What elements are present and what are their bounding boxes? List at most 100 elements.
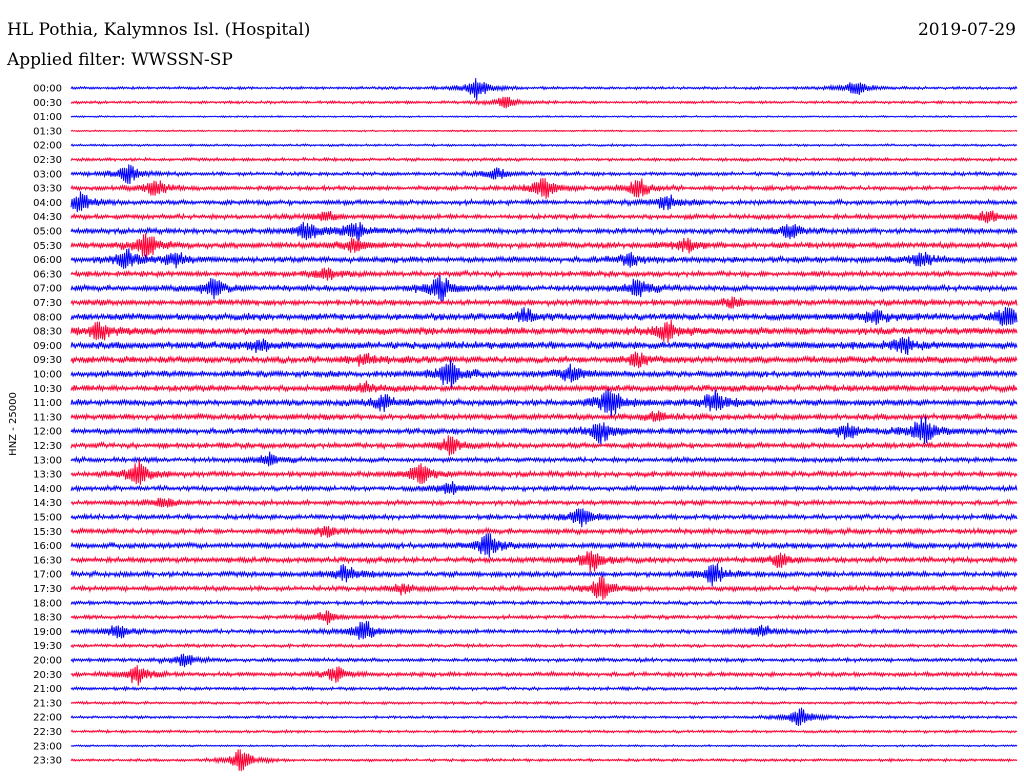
trace-line — [70, 296, 1018, 309]
tick-label: 18:00 — [33, 598, 62, 609]
tick-label: 02:00 — [33, 141, 62, 152]
trace-line — [70, 156, 1018, 163]
tick-label: 17:00 — [33, 570, 62, 581]
tick-label: 15:00 — [33, 513, 62, 524]
tick-label: 11:30 — [33, 412, 62, 423]
tick-label: 05:30 — [33, 241, 62, 252]
trace-line — [70, 319, 1018, 343]
tick-label: 09:30 — [33, 355, 62, 366]
tick-label: 20:30 — [33, 670, 62, 681]
tick-label: 19:30 — [33, 641, 62, 652]
trace-line — [70, 388, 1018, 418]
trace-line — [70, 620, 1018, 640]
trace-line — [70, 451, 1018, 467]
trace-line — [70, 78, 1018, 101]
tick-label: 09:00 — [33, 341, 62, 352]
trace-line — [70, 685, 1018, 692]
trace-line — [70, 164, 1018, 185]
tick-label: 07:00 — [33, 284, 62, 295]
trace-line — [70, 142, 1018, 148]
trace-line — [70, 707, 1018, 727]
trace-line — [70, 728, 1018, 735]
trace-line — [70, 191, 1018, 213]
tick-label: 13:00 — [33, 455, 62, 466]
chart-date: 2019-07-29 — [917, 20, 1016, 40]
trace-line — [70, 248, 1018, 269]
tick-label: 14:30 — [33, 498, 62, 509]
tick-label: 06:00 — [33, 255, 62, 266]
trace-line — [70, 351, 1018, 369]
trace-line — [70, 599, 1018, 607]
tick-label: 07:30 — [33, 298, 62, 309]
tick-label: 22:30 — [33, 727, 62, 738]
tick-label: 06:30 — [33, 269, 62, 280]
tick-label: 00:00 — [33, 84, 62, 95]
trace-line — [70, 96, 1018, 109]
trace-line — [70, 306, 1018, 327]
trace-line — [70, 743, 1018, 748]
tick-label-group: 00:00 00:30 01:00 01:30 02:00 02:30 03:00 03:30… — [33, 84, 62, 767]
tick-label: 03:00 — [33, 169, 62, 180]
tick-label: 11:00 — [33, 398, 62, 409]
trace-line — [70, 380, 1018, 394]
tick-label: 04:30 — [33, 212, 62, 223]
tick-label: 10:00 — [33, 370, 62, 381]
trace-line — [70, 575, 1018, 601]
trace-line — [70, 114, 1018, 119]
trace-line — [70, 653, 1018, 668]
tick-label: 08:00 — [33, 312, 62, 323]
trace-line — [70, 700, 1018, 706]
trace-line — [70, 267, 1018, 281]
trace-line — [70, 410, 1018, 422]
tick-label: 22:00 — [33, 713, 62, 724]
trace-line — [70, 459, 1018, 485]
tick-label: 15:30 — [33, 527, 62, 538]
y-axis-label: HNZ - 25000 — [8, 392, 19, 456]
tick-label: 23:00 — [33, 741, 62, 752]
tick-label: 16:00 — [33, 541, 62, 552]
trace-line — [70, 563, 1018, 587]
trace-line — [70, 481, 1018, 495]
trace-line — [70, 665, 1018, 686]
chart-title: HL Pothia, Kalymnos Isl. (Hospital) — [7, 20, 311, 40]
tick-label: 00:30 — [33, 98, 62, 109]
trace-line — [70, 497, 1018, 508]
trace-line — [70, 749, 1018, 772]
trace-line — [70, 508, 1018, 528]
tick-label: 01:30 — [33, 126, 62, 137]
tick-label: 12:00 — [33, 427, 62, 438]
tick-label: 16:30 — [33, 555, 62, 566]
trace-line — [70, 550, 1018, 573]
tick-label: 01:00 — [33, 112, 62, 123]
trace-line — [70, 129, 1018, 133]
tick-label: 14:00 — [33, 484, 62, 495]
tick-label: 02:30 — [33, 155, 62, 166]
trace-line — [70, 642, 1018, 649]
tick-label: 18:30 — [33, 613, 62, 624]
trace-group — [70, 78, 1018, 772]
tick-label: 12:30 — [33, 441, 62, 452]
tick-label: 10:30 — [33, 384, 62, 395]
tick-label: 20:00 — [33, 656, 62, 667]
trace-line — [70, 416, 1018, 445]
tick-label: 19:00 — [33, 627, 62, 638]
tick-label: 08:30 — [33, 327, 62, 338]
trace-line — [70, 274, 1018, 302]
tick-label: 23:30 — [33, 756, 62, 767]
tick-label: 21:30 — [33, 698, 62, 709]
tick-label: 17:30 — [33, 584, 62, 595]
trace-line — [70, 359, 1018, 391]
trace-line — [70, 435, 1018, 456]
tick-label: 03:30 — [33, 184, 62, 195]
tick-label: 04:00 — [33, 198, 62, 209]
tick-label: 05:00 — [33, 227, 62, 238]
trace-line — [70, 178, 1018, 199]
trace-line — [70, 526, 1018, 538]
filter-label: Applied filter: WWSSN-SP — [7, 50, 233, 70]
trace-line — [70, 533, 1018, 558]
trace-line — [70, 610, 1018, 626]
trace-line — [70, 336, 1018, 356]
trace-line — [70, 233, 1018, 259]
tick-label: 13:30 — [33, 470, 62, 481]
